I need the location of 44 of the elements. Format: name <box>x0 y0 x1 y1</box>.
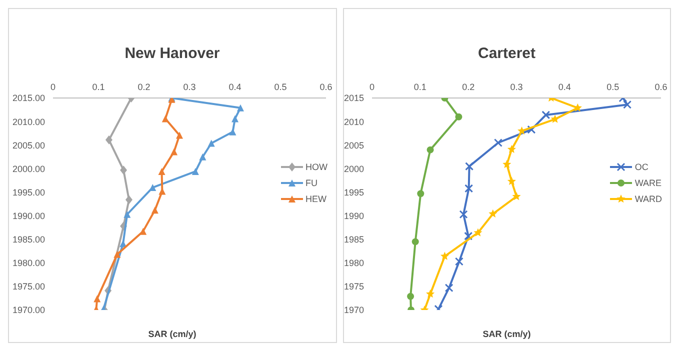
x-tick-label: 0.3 <box>183 82 196 92</box>
y-tick-label: 2015.00 <box>12 93 45 104</box>
y-tick-label: 1975.00 <box>12 282 45 292</box>
x-tick-label: 0.6 <box>654 82 667 92</box>
legend-label: WARD <box>634 194 662 204</box>
x-tick-label: 0.3 <box>510 82 522 92</box>
x-tick-label: 0.4 <box>558 82 570 92</box>
y-tick-label: 2000 <box>343 164 364 174</box>
x-tick-label: 0.2 <box>138 82 150 92</box>
y-tick-label: 2005 <box>343 140 364 150</box>
y-tick-label: 1975 <box>343 282 364 292</box>
y-tick-label: 1985 <box>343 234 364 245</box>
y-tick-label: 1990 <box>343 210 364 221</box>
x-tick-label: 0.1 <box>92 82 105 92</box>
x-tick-label: 0 <box>368 82 374 92</box>
x-tick-label: 0 <box>50 82 56 92</box>
legend-label: OC <box>634 162 648 172</box>
y-tick-label: 1980.00 <box>12 258 45 268</box>
legend-label: HOW <box>306 162 328 172</box>
y-tick-label: 2010.00 <box>12 116 45 127</box>
y-tick-label: 1995.00 <box>12 187 45 198</box>
y-tick-label: 1990.00 <box>12 210 45 221</box>
x-tick-label: 0.4 <box>228 82 242 92</box>
y-tick-label: 1970 <box>343 305 364 316</box>
x-tick-label: 0.5 <box>274 82 287 92</box>
x-tick-label: 0.5 <box>606 82 619 92</box>
x-tick-label: 0.2 <box>462 82 474 92</box>
y-tick-label: 1970.00 <box>12 305 45 316</box>
y-tick-label: 2015 <box>343 93 364 104</box>
chart-title: Carteret <box>476 45 537 62</box>
legend-label: WARE <box>634 178 662 188</box>
x-tick-label: 0.6 <box>320 82 332 92</box>
legend-label: FU <box>306 178 318 188</box>
y-tick-label: 1995 <box>343 187 364 198</box>
chart-title: New Hanover <box>124 45 221 62</box>
y-tick-label: 1980 <box>343 258 364 268</box>
y-tick-label: 2005.00 <box>12 140 45 150</box>
legend-label: HEW <box>306 194 326 204</box>
x-axis-title: SAR (cm/y) <box>147 329 198 339</box>
y-tick-label: 2000.00 <box>12 164 45 174</box>
y-tick-label: 1985.00 <box>12 234 45 245</box>
x-tick-label: 0.1 <box>413 82 426 92</box>
x-axis-title: SAR (cm/y) <box>482 329 532 339</box>
y-tick-label: 2010 <box>343 116 364 127</box>
